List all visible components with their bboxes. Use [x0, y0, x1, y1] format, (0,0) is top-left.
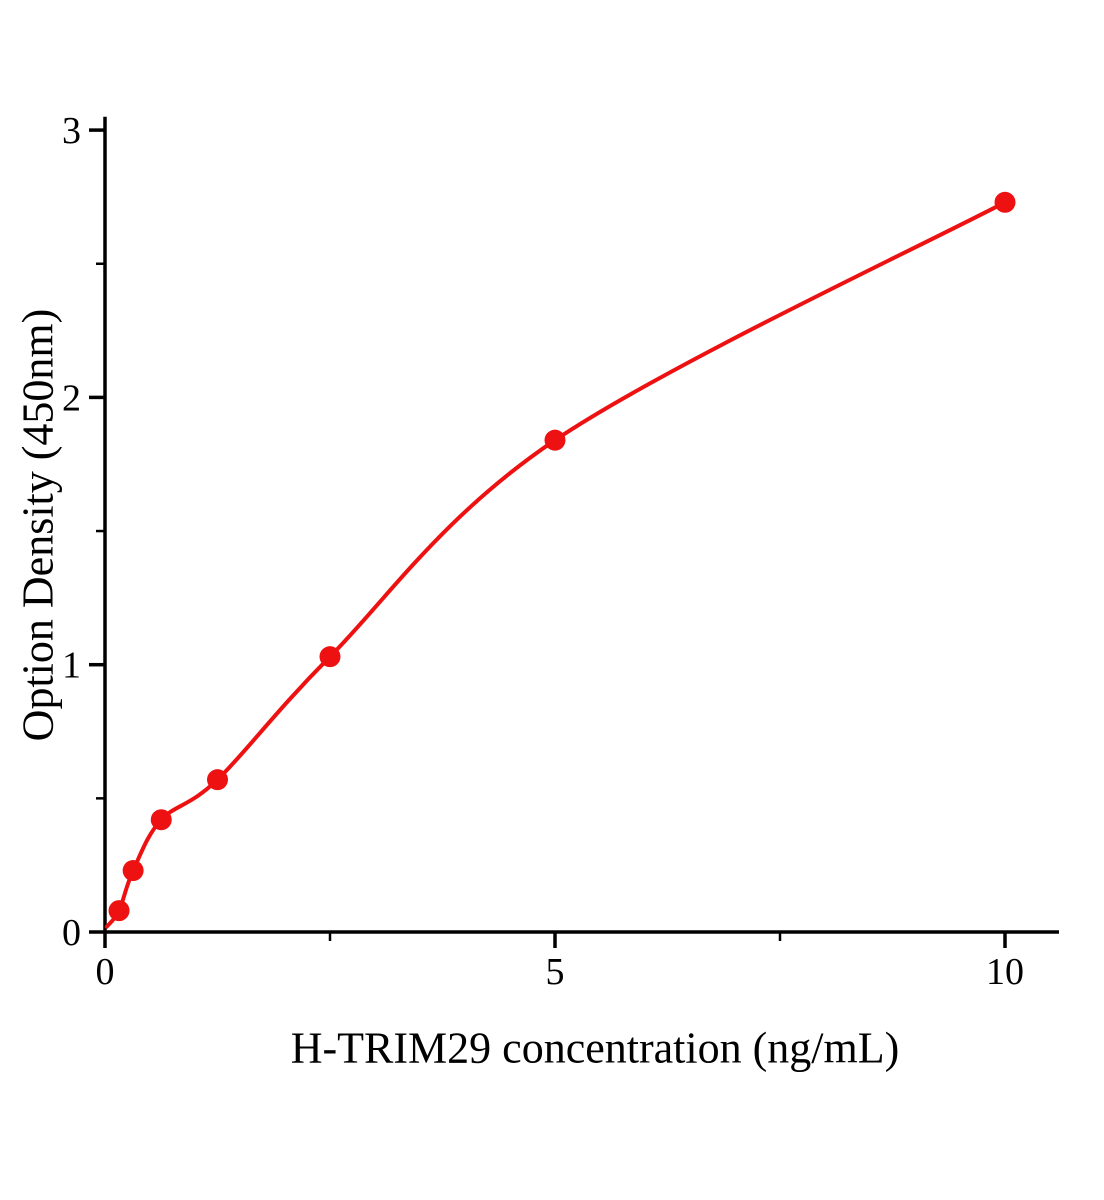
y-axis-title: Option Density (450nm)	[13, 308, 63, 742]
x-tick-label: 0	[96, 951, 115, 993]
x-tick-label: 5	[546, 951, 565, 993]
data-point	[207, 769, 228, 791]
data-point	[319, 646, 341, 668]
y-tick-label: 0	[62, 912, 81, 954]
y-tick-label: 3	[62, 110, 81, 152]
x-tick-label: 10	[986, 951, 1024, 993]
y-tick-label: 2	[62, 377, 81, 419]
data-point	[122, 860, 144, 882]
x-axis-title: H-TRIM29 concentration (ng/mL)	[290, 1023, 900, 1073]
fit-curve	[104, 200, 1007, 929]
data-point	[108, 900, 130, 922]
data-point	[150, 809, 172, 831]
data-point	[994, 191, 1016, 213]
y-tick-label: 1	[62, 645, 81, 687]
data-point	[544, 429, 566, 451]
